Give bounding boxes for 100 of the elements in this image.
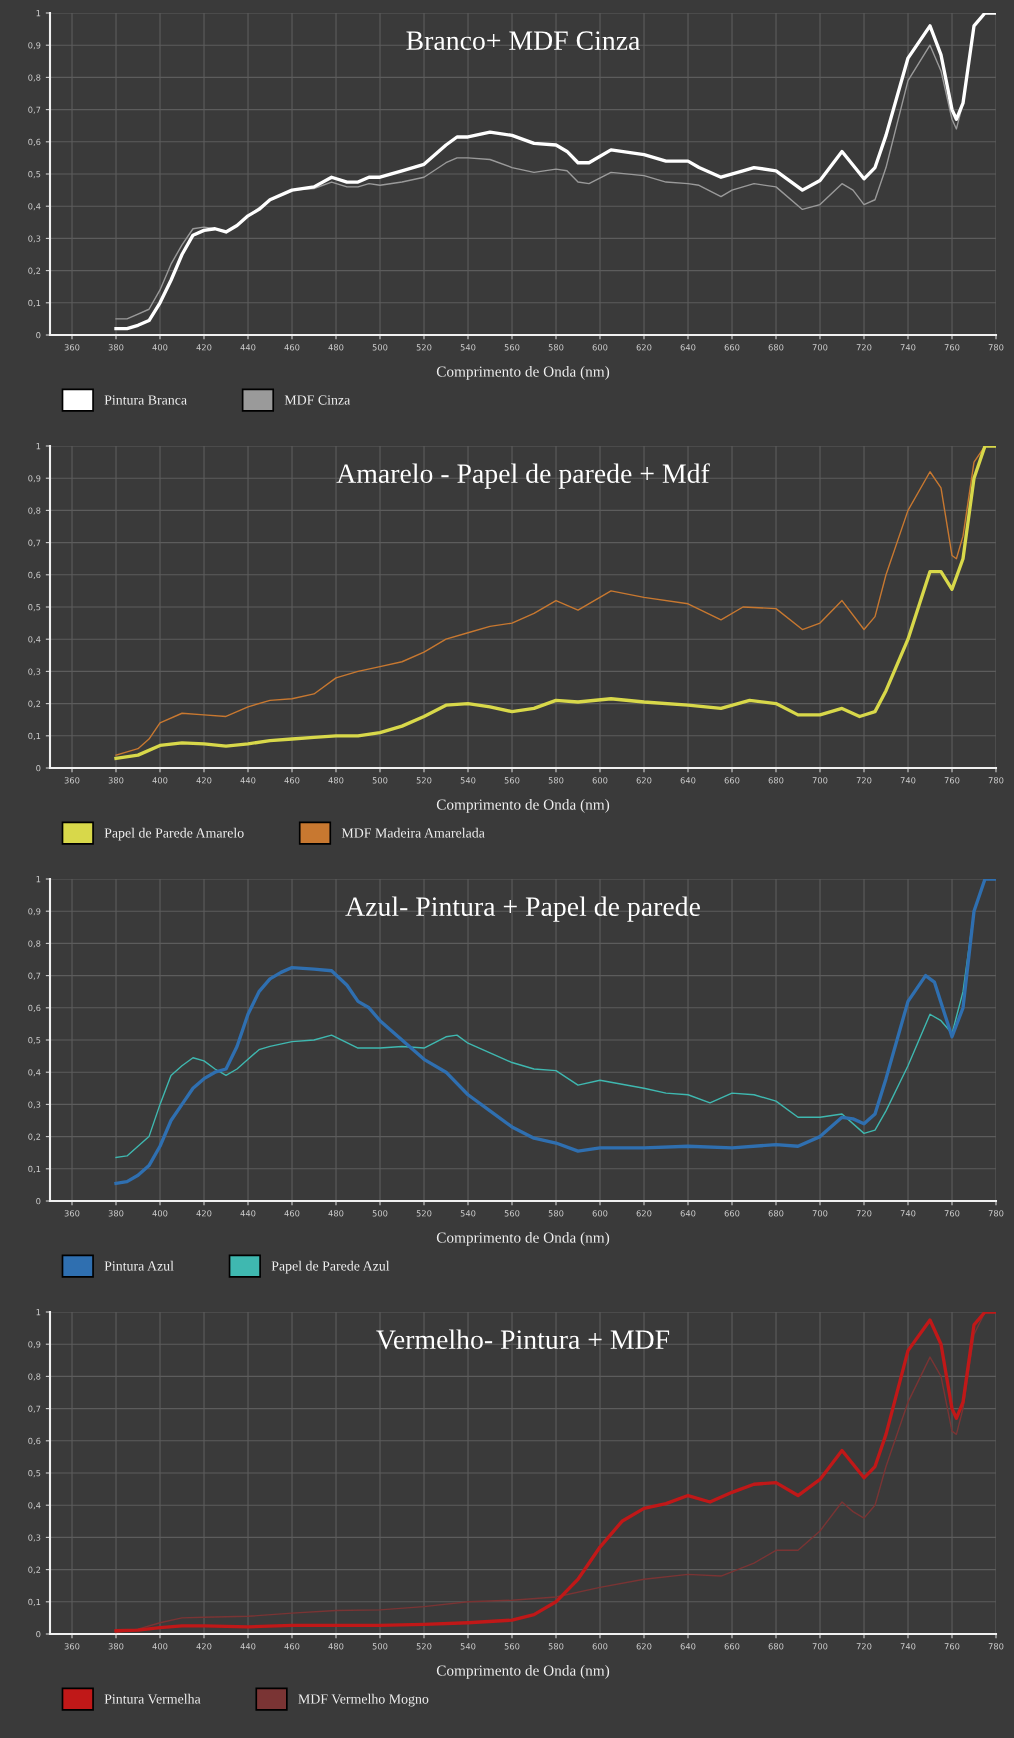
x-tick-label: 440	[240, 1643, 256, 1650]
chart-title: Vermelho- Pintura + MDF	[376, 1329, 670, 1350]
x-tick-label: 580	[548, 777, 564, 784]
y-tick-label: 0,7	[28, 972, 41, 980]
x-tick-label: 780	[988, 777, 1004, 784]
x-tick-label: 720	[856, 344, 872, 351]
x-tick-label: 740	[900, 777, 916, 784]
x-tick-label: 540	[460, 344, 476, 351]
y-tick-label: 1	[36, 1309, 41, 1316]
x-tick-label: 400	[152, 1210, 168, 1217]
x-tick-label: 420	[196, 1643, 212, 1650]
y-tick-label: 0,7	[28, 1405, 41, 1413]
x-tick-label: 540	[460, 1210, 476, 1217]
x-tick-label: 440	[240, 344, 256, 351]
x-tick-label: 680	[768, 344, 784, 351]
x-tick-label: 560	[504, 344, 520, 351]
y-tick-label: 0,4	[28, 636, 41, 644]
y-tick-label: 0,2	[28, 267, 41, 275]
x-tick-label: 760	[944, 1210, 960, 1217]
x-tick-label: 740	[900, 1210, 916, 1217]
y-tick-label: 0,1	[28, 1165, 41, 1173]
y-tick-label: 0,3	[28, 668, 41, 676]
legend-label: MDF Vermelho Mogno	[298, 1693, 429, 1707]
x-tick-label: 640	[680, 777, 696, 784]
x-tick-label: 700	[812, 777, 828, 784]
x-axis-title: Comprimento de Onda (nm)	[436, 1664, 610, 1679]
y-tick-label: 0	[36, 1630, 41, 1638]
x-tick-label: 640	[680, 1210, 696, 1217]
x-tick-label: 560	[504, 777, 520, 784]
y-tick-label: 1	[36, 443, 41, 450]
x-tick-label: 720	[856, 1643, 872, 1650]
x-tick-label: 380	[108, 344, 124, 351]
x-axis-title: Comprimento de Onda (nm)	[436, 365, 610, 380]
x-tick-label: 520	[416, 1210, 432, 1217]
x-tick-label: 460	[284, 1643, 300, 1650]
legend-label: MDF Cinza	[284, 395, 351, 405]
y-tick-label: 0,8	[28, 507, 41, 515]
x-tick-label: 600	[592, 344, 608, 351]
y-tick-label: 0,3	[28, 1101, 41, 1109]
x-tick-label: 360	[64, 1643, 80, 1650]
y-tick-label: 0,9	[28, 908, 41, 916]
y-tick-label: 0,9	[28, 42, 41, 50]
legend-label: Pintura Vermelha	[104, 1693, 201, 1704]
y-tick-label: 0	[36, 331, 41, 339]
x-tick-label: 360	[64, 777, 80, 784]
x-tick-label: 460	[284, 777, 300, 784]
x-tick-label: 380	[108, 777, 124, 784]
x-tick-label: 660	[724, 1643, 740, 1650]
x-tick-label: 620	[636, 1210, 652, 1217]
x-tick-label: 720	[856, 777, 872, 784]
x-axis-title: Comprimento de Onda (nm)	[436, 798, 610, 813]
y-tick-label: 0	[36, 1197, 41, 1205]
y-tick-label: 0,5	[28, 170, 41, 179]
y-tick-label: 0,6	[28, 138, 41, 146]
legend-label: Pintura Azul	[104, 1260, 174, 1271]
y-tick-label: 0,4	[28, 1069, 41, 1077]
x-tick-label: 640	[680, 344, 696, 351]
x-tick-label: 580	[548, 1643, 564, 1650]
x-tick-label: 780	[988, 1643, 1004, 1650]
x-tick-label: 600	[592, 1210, 608, 1217]
x-tick-label: 400	[152, 777, 168, 784]
y-tick-label: 0,7	[28, 106, 41, 114]
x-tick-label: 700	[812, 1643, 828, 1650]
text: Azul- Pintura + Papel de parede	[345, 896, 700, 922]
y-tick-label: 0,3	[28, 235, 41, 243]
y-tick-label: 0,9	[28, 1341, 41, 1349]
x-tick-label: 580	[548, 1210, 564, 1217]
legend-label: Papel de Parede Azul	[271, 1260, 390, 1274]
x-tick-label: 660	[724, 344, 740, 351]
y-tick-label: 0,4	[28, 1502, 41, 1510]
x-tick-label: 660	[724, 777, 740, 784]
x-tick-label: 480	[328, 1210, 344, 1217]
x-tick-label: 780	[988, 344, 1004, 351]
x-tick-label: 500	[372, 777, 388, 784]
x-tick-label: 700	[812, 1210, 828, 1217]
x-tick-label: 460	[284, 344, 300, 351]
x-tick-label: 440	[240, 777, 256, 784]
x-tick-label: 420	[196, 777, 212, 784]
x-tick-label: 540	[460, 1643, 476, 1650]
x-tick-label: 480	[328, 344, 344, 351]
y-tick-label: 0,2	[28, 1566, 41, 1574]
legend-label: Pintura Branca	[104, 395, 187, 405]
x-tick-label: 640	[680, 1643, 696, 1650]
y-tick-label: 0,5	[28, 1469, 41, 1478]
x-tick-label: 680	[768, 1643, 784, 1650]
chart-title: Branco+ MDF Cinza	[406, 31, 640, 51]
y-tick-label: 0,6	[28, 1004, 41, 1012]
text: Amarelo - Papel de parede + Mdf	[336, 463, 710, 489]
x-tick-label: 480	[328, 1643, 344, 1650]
x-tick-label: 580	[548, 344, 564, 351]
x-tick-label: 520	[416, 1643, 432, 1650]
y-tick-label: 1	[36, 10, 41, 17]
x-tick-label: 420	[196, 1210, 212, 1217]
x-tick-label: 400	[152, 344, 168, 351]
x-tick-label: 380	[108, 1643, 124, 1650]
x-tick-label: 680	[768, 777, 784, 784]
x-tick-label: 520	[416, 344, 432, 351]
x-tick-label: 360	[64, 344, 80, 351]
x-tick-label: 560	[504, 1643, 520, 1650]
y-tick-label: 0,1	[28, 1598, 41, 1606]
